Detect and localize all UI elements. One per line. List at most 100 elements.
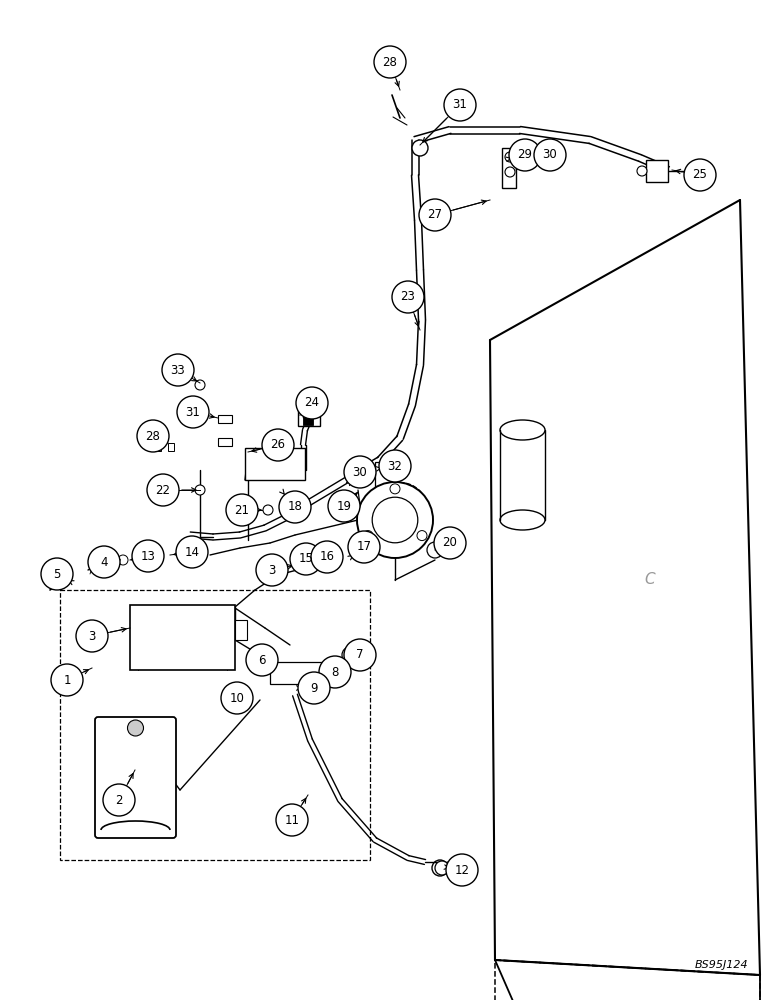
Text: 17: 17 bbox=[357, 540, 371, 554]
Text: 11: 11 bbox=[285, 814, 300, 826]
FancyBboxPatch shape bbox=[245, 448, 305, 480]
Text: 6: 6 bbox=[259, 654, 266, 666]
Circle shape bbox=[296, 559, 308, 571]
Text: 7: 7 bbox=[356, 648, 364, 662]
Text: 8: 8 bbox=[331, 666, 339, 678]
Text: 14: 14 bbox=[185, 546, 199, 558]
Circle shape bbox=[417, 531, 427, 541]
Circle shape bbox=[76, 620, 108, 652]
FancyBboxPatch shape bbox=[155, 443, 161, 451]
Circle shape bbox=[195, 485, 205, 495]
Text: C: C bbox=[645, 572, 655, 587]
Circle shape bbox=[147, 474, 179, 506]
Circle shape bbox=[684, 159, 716, 191]
Circle shape bbox=[434, 527, 466, 559]
Text: 32: 32 bbox=[388, 460, 402, 473]
Text: 3: 3 bbox=[269, 564, 276, 576]
Circle shape bbox=[279, 491, 311, 523]
Text: 16: 16 bbox=[320, 550, 334, 564]
Circle shape bbox=[290, 543, 322, 575]
Circle shape bbox=[505, 152, 515, 162]
Circle shape bbox=[446, 854, 478, 886]
Circle shape bbox=[195, 380, 205, 390]
FancyBboxPatch shape bbox=[218, 438, 232, 446]
Circle shape bbox=[221, 682, 253, 714]
Text: 9: 9 bbox=[310, 682, 318, 694]
Text: 18: 18 bbox=[287, 500, 303, 514]
Circle shape bbox=[256, 554, 288, 586]
Circle shape bbox=[103, 784, 135, 816]
FancyBboxPatch shape bbox=[234, 695, 246, 709]
Circle shape bbox=[132, 540, 164, 572]
Text: 19: 19 bbox=[337, 499, 351, 512]
Text: 13: 13 bbox=[141, 550, 155, 562]
Circle shape bbox=[357, 482, 433, 558]
Text: 33: 33 bbox=[171, 363, 185, 376]
Circle shape bbox=[88, 546, 120, 578]
Circle shape bbox=[137, 420, 169, 452]
Circle shape bbox=[262, 429, 294, 461]
Circle shape bbox=[419, 199, 451, 231]
Circle shape bbox=[263, 505, 273, 515]
Text: 25: 25 bbox=[692, 168, 707, 182]
Circle shape bbox=[260, 652, 276, 668]
Text: 2: 2 bbox=[115, 794, 123, 806]
Circle shape bbox=[300, 682, 316, 698]
Circle shape bbox=[127, 720, 144, 736]
Text: 30: 30 bbox=[543, 148, 557, 161]
Circle shape bbox=[435, 861, 449, 875]
Text: 27: 27 bbox=[428, 209, 442, 222]
Text: 26: 26 bbox=[270, 438, 286, 452]
Circle shape bbox=[509, 139, 541, 171]
Text: 3: 3 bbox=[88, 630, 96, 643]
Text: 22: 22 bbox=[155, 484, 171, 496]
Circle shape bbox=[177, 396, 209, 428]
Circle shape bbox=[317, 556, 329, 568]
FancyBboxPatch shape bbox=[218, 415, 232, 423]
Circle shape bbox=[320, 667, 336, 683]
Circle shape bbox=[296, 387, 328, 419]
FancyBboxPatch shape bbox=[95, 717, 176, 838]
Text: 28: 28 bbox=[383, 55, 398, 68]
Text: 1: 1 bbox=[63, 674, 71, 686]
Text: 12: 12 bbox=[455, 863, 469, 876]
Circle shape bbox=[162, 354, 194, 386]
Text: 30: 30 bbox=[353, 466, 367, 479]
Circle shape bbox=[328, 490, 360, 522]
Circle shape bbox=[374, 46, 406, 78]
Circle shape bbox=[319, 656, 351, 688]
Circle shape bbox=[118, 555, 128, 565]
FancyBboxPatch shape bbox=[130, 605, 235, 670]
Circle shape bbox=[344, 456, 376, 488]
Circle shape bbox=[344, 639, 376, 671]
Text: BS95J124: BS95J124 bbox=[694, 960, 748, 970]
Circle shape bbox=[51, 664, 83, 696]
FancyBboxPatch shape bbox=[303, 415, 313, 425]
Text: 15: 15 bbox=[299, 552, 313, 566]
Text: 23: 23 bbox=[401, 290, 415, 304]
Text: 10: 10 bbox=[229, 692, 245, 704]
Circle shape bbox=[246, 644, 278, 676]
Circle shape bbox=[363, 531, 373, 541]
Circle shape bbox=[41, 558, 73, 590]
FancyBboxPatch shape bbox=[168, 443, 174, 451]
Circle shape bbox=[349, 474, 361, 486]
Circle shape bbox=[276, 804, 308, 836]
Circle shape bbox=[176, 536, 208, 568]
Circle shape bbox=[226, 494, 258, 526]
Text: 5: 5 bbox=[53, 568, 61, 580]
FancyBboxPatch shape bbox=[270, 662, 325, 684]
FancyBboxPatch shape bbox=[235, 620, 247, 640]
Circle shape bbox=[298, 672, 330, 704]
FancyBboxPatch shape bbox=[646, 160, 668, 182]
Circle shape bbox=[392, 281, 424, 313]
Text: 31: 31 bbox=[452, 99, 467, 111]
Text: 29: 29 bbox=[517, 148, 533, 161]
Circle shape bbox=[534, 139, 566, 171]
Text: 24: 24 bbox=[304, 396, 320, 410]
Text: 4: 4 bbox=[100, 556, 108, 568]
Circle shape bbox=[379, 450, 411, 482]
Circle shape bbox=[348, 531, 380, 563]
Text: 20: 20 bbox=[442, 536, 458, 550]
Circle shape bbox=[412, 140, 428, 156]
